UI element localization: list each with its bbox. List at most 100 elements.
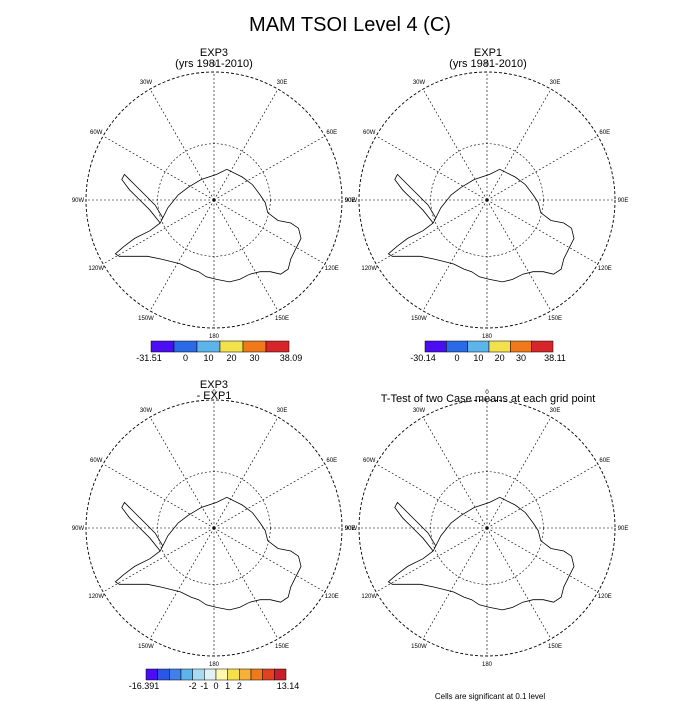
meridian-line (213, 527, 279, 640)
south-pole-point (213, 199, 215, 201)
top-label: 0 (485, 390, 489, 396)
lon-label: 30W (413, 408, 426, 414)
lon-label: 90W (72, 198, 85, 204)
meridian-line (486, 135, 599, 201)
lon-label: 60E (599, 458, 610, 464)
lon-label: 120E (598, 266, 612, 272)
colorbar-label: 2 (237, 681, 242, 691)
panel-title-ttest: T-Test of two Case means at each grid po… (380, 393, 596, 405)
lon-label: 180 (209, 662, 220, 668)
lon-label: 180 (209, 334, 220, 340)
colorbar-label: 10 (473, 353, 483, 363)
meridian-line (486, 416, 552, 529)
meridian-line (213, 88, 279, 201)
antarctic-peninsula (394, 173, 437, 224)
colorbar-label: 1 (225, 681, 230, 691)
colorbar-label: -1 (200, 681, 208, 691)
top-label: 0 (485, 62, 489, 68)
lon-label: 120W (361, 594, 377, 600)
top-label: 0 (212, 62, 216, 68)
meridian-line (213, 416, 279, 529)
lon-label: 120E (598, 594, 612, 600)
meridian-line (486, 527, 599, 593)
panel-title-line: - EXP1 (196, 390, 232, 402)
meridian-line (375, 463, 488, 529)
meridian-line (213, 199, 279, 312)
panel-title-line: EXP1 (473, 47, 503, 59)
colorbar-label: 20 (226, 353, 236, 363)
colorbar-label: 0 (183, 353, 188, 363)
meridian-line (149, 527, 215, 640)
lon-label: 150E (275, 316, 289, 322)
lon-label: 120W (361, 266, 377, 272)
meridian-line (149, 416, 215, 529)
meridian-line (375, 199, 488, 265)
meridian-line (375, 527, 488, 593)
panel-title-exp1: EXP1 (yrs 1981-2010) (388, 48, 588, 70)
meridian-line (213, 199, 326, 265)
colorbar-label: 30 (516, 353, 526, 363)
antarctica-coastline (387, 496, 575, 611)
antarctica-coastline (114, 168, 302, 283)
panel-title-line: EXP3 (199, 379, 229, 391)
map-boundary-circle (358, 71, 616, 329)
antarctica-coastline (387, 168, 575, 283)
south-pole-point (486, 199, 488, 201)
lon-label: 60E (326, 130, 337, 136)
lon-label: 120W (88, 594, 104, 600)
lon-label: 60W (90, 130, 103, 136)
meridian-line (422, 527, 488, 640)
lon-label: 30E (550, 408, 561, 414)
lon-label: 30E (550, 80, 561, 86)
lon-label: 30W (413, 80, 426, 86)
lon-label: 150E (548, 644, 562, 650)
meridian-line (213, 463, 326, 529)
lon-label: 60E (599, 130, 610, 136)
lon-label: 180 (482, 334, 493, 340)
meridian-line (213, 135, 326, 201)
meridian-line (102, 199, 215, 265)
colorbar-segment (265, 340, 290, 353)
lon-label: 150W (411, 644, 427, 650)
meridian-line (486, 527, 552, 640)
lon-label: 90E (345, 526, 356, 532)
lon-label: 90E (618, 526, 629, 532)
lon-label: 30E (277, 408, 288, 414)
lon-label: 120E (325, 266, 339, 272)
colorbar-label: -30.14 (410, 353, 436, 363)
panel-title-exp3: EXP3 (yrs 1981-2010) (114, 48, 314, 70)
lon-label: 90E (618, 198, 629, 204)
colorbar-label: -31.51 (136, 353, 162, 363)
meridian-line (149, 88, 215, 201)
map-boundary-circle (85, 399, 343, 657)
lon-label: 120W (88, 266, 104, 272)
map-boundary-circle (358, 399, 616, 657)
colorbar-label: 38.11 (544, 353, 566, 363)
meridian-line (422, 88, 488, 201)
lon-label: 30W (140, 408, 153, 414)
significance-note: Cells are significant at 0.1 level (434, 692, 546, 701)
antarctic-peninsula (121, 501, 164, 552)
colorbar-label: 0 (454, 353, 459, 363)
colorbar-label: 10 (203, 353, 213, 363)
meridian-line (149, 199, 215, 312)
colorbar-label: 0 (213, 681, 218, 691)
lon-label: 90W (345, 198, 358, 204)
colorbar-label: -16.391 (129, 681, 160, 691)
antarctic-peninsula (394, 501, 437, 552)
panel-title-line: (yrs 1981-2010) (175, 58, 253, 70)
meridian-line (486, 199, 552, 312)
antarctica-coastline (114, 496, 302, 611)
colorbar-label: -2 (189, 681, 197, 691)
meridian-line (422, 199, 488, 312)
lon-label: 90W (345, 526, 358, 532)
meridian-line (102, 527, 215, 593)
lon-label: 30W (140, 80, 153, 86)
meridian-line (422, 416, 488, 529)
